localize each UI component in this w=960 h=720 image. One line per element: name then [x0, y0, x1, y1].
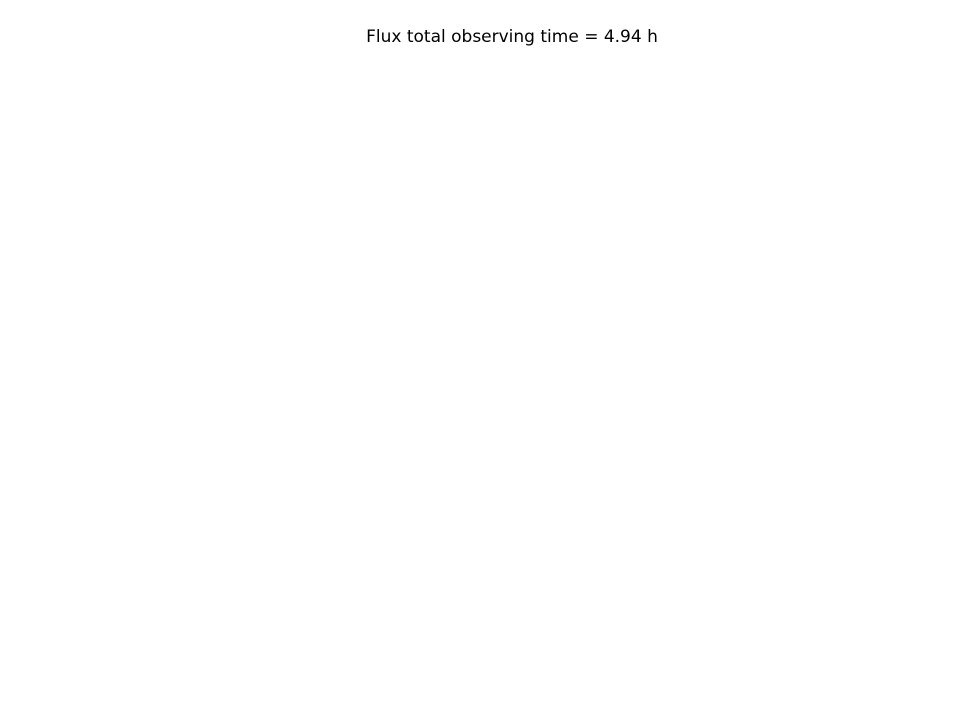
- chart-title: Flux total observing time = 4.94 h: [366, 27, 658, 47]
